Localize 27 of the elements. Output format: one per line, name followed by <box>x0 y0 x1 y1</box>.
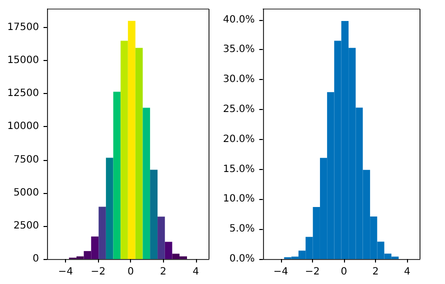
y-tick-label: 25.0% <box>222 104 255 115</box>
y-tick-label: 20.0% <box>222 134 255 145</box>
x-tick-label: −2 <box>90 266 106 278</box>
y-tick-label: 15000 <box>7 55 39 66</box>
x-tick-label: 0 <box>340 266 348 278</box>
y-tick-label: 12500 <box>7 88 39 100</box>
x-tick-label: −2 <box>305 266 320 278</box>
y-tick-label: 15.0% <box>222 164 255 175</box>
y-tick-label: 30.0% <box>222 74 255 86</box>
x-tick-label: −4 <box>273 266 288 278</box>
y-tick-label: 40.0% <box>222 14 255 26</box>
x-tick-label: 4 <box>404 266 410 278</box>
y-tick-label: 35.0% <box>222 44 255 56</box>
x-tick-label: 2 <box>372 266 379 278</box>
x-tick-label: 0 <box>128 266 134 278</box>
y-tick-label: 10000 <box>7 121 39 132</box>
y-tick-label: 0.0% <box>229 254 255 264</box>
y-tick-label: 5000 <box>14 187 39 198</box>
y-tick-label: 10.0% <box>222 194 255 205</box>
y-tick-label: 7500 <box>14 154 39 166</box>
y-tick-label: 0 <box>32 254 39 264</box>
x-tick-label: 2 <box>160 266 166 278</box>
x-tick-label: 4 <box>192 266 199 278</box>
y-tick-label: 17500 <box>7 22 39 34</box>
x-tick-label: −4 <box>58 266 73 278</box>
y-tick-label: 2500 <box>14 220 39 232</box>
y-tick-label: 5.0% <box>229 224 255 235</box>
